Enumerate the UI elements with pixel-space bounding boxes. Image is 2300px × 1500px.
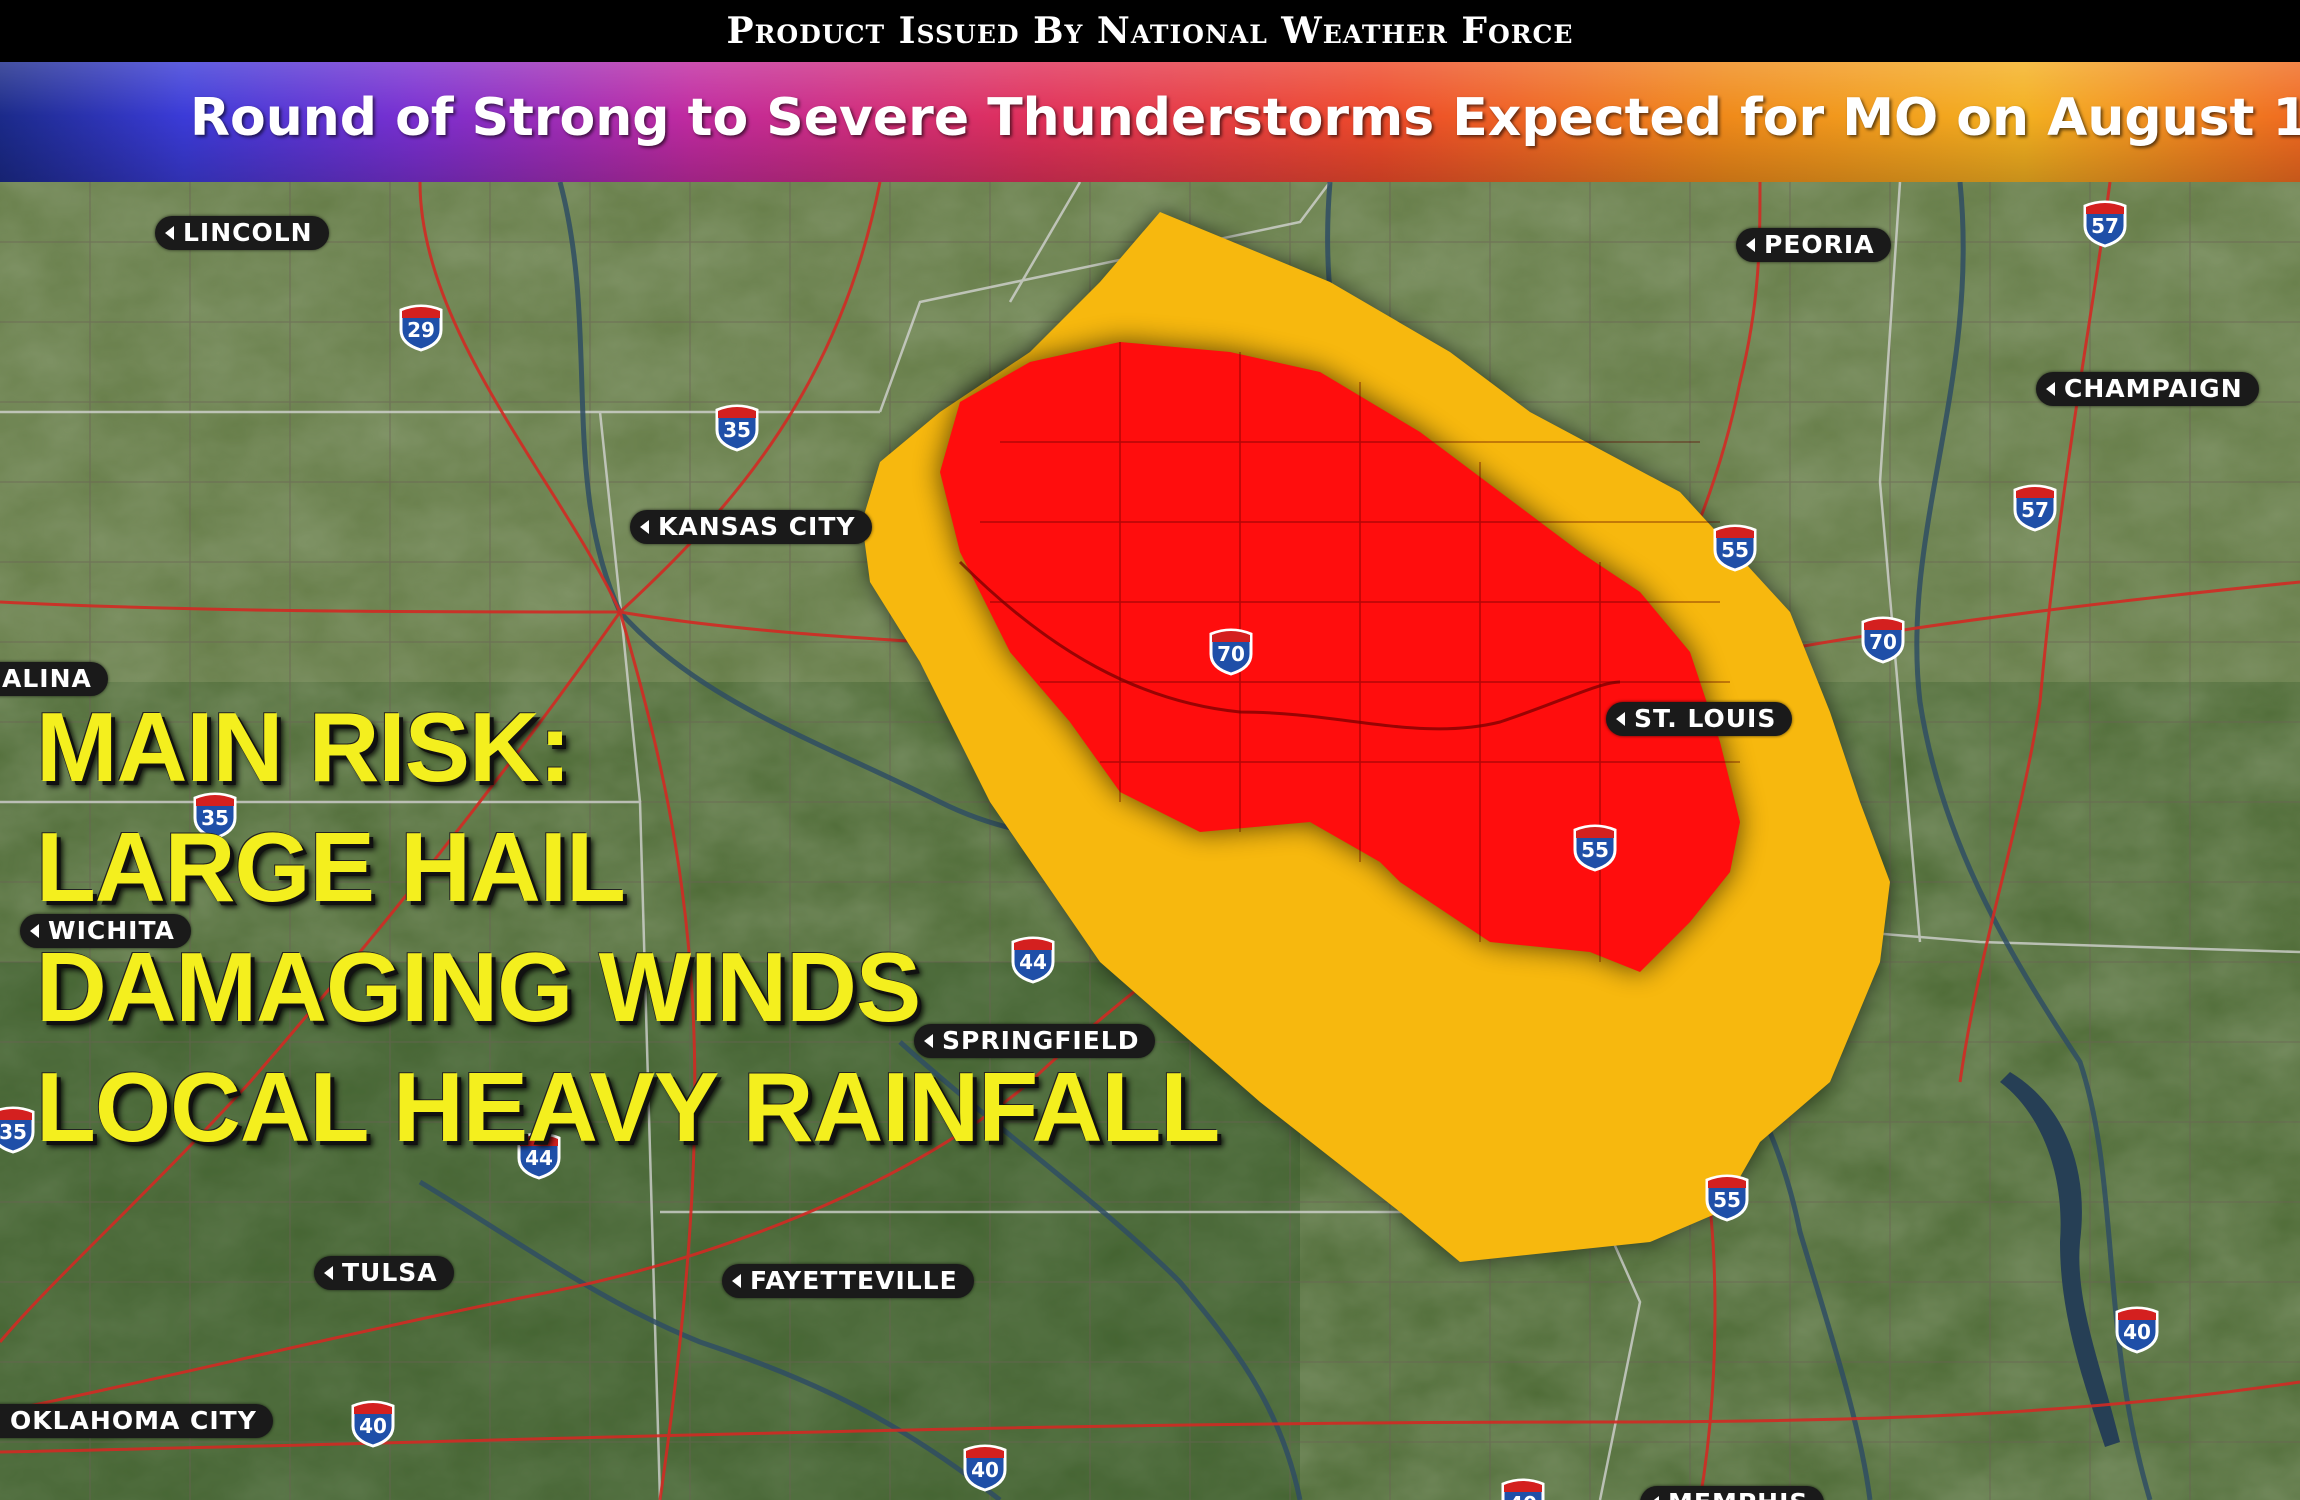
city-label-salina: ALINA (0, 662, 108, 696)
interstate-shield-55-north: 55 (1712, 524, 1758, 572)
pointer-icon (924, 1034, 933, 1048)
shield-icon (1011, 936, 1055, 984)
inner-risk-area (940, 342, 1740, 972)
city-label-fayetteville: FAYETTEVILLE (722, 1264, 974, 1298)
interstate-shield-55-south: 55 (1704, 1174, 1750, 1222)
city-label-tulsa: TULSA (314, 1256, 454, 1290)
lake (2000, 1072, 2120, 1447)
shield-icon (1501, 1478, 1545, 1500)
shield-icon (193, 792, 237, 840)
city-label-lincoln: LINCOLN (155, 216, 329, 250)
shield-icon (1573, 824, 1617, 872)
pointer-icon (1650, 1496, 1659, 1500)
pointer-icon (1746, 238, 1755, 252)
risk-areas (862, 212, 1890, 1262)
interstate-shield-40-west: 40 (350, 1400, 396, 1448)
interstate-shield-57-south: 57 (2012, 484, 2058, 532)
interstate-shield-57-north: 57 (2082, 200, 2128, 248)
shield-icon (2013, 484, 2057, 532)
weather-map: LINCOLN PEORIA CHAMPAIGN KANSAS CITY ALI… (0, 182, 2300, 1500)
city-label-wichita: WICHITA (20, 914, 191, 948)
pointer-icon (640, 520, 649, 534)
pointer-icon (324, 1266, 333, 1280)
city-label-peoria: PEORIA (1736, 228, 1891, 262)
pointer-icon (30, 924, 39, 938)
interstate-shield-55-stl: 55 (1572, 824, 1618, 872)
interstate-shield-40-south: 40 (962, 1444, 1008, 1492)
main-risk-heading: MAIN RISK: (36, 692, 571, 802)
title-banner: Round of Strong to Severe Thunderstorms … (0, 62, 2300, 182)
shield-icon (1861, 616, 1905, 664)
interstate-shield-35-west: 35 (192, 792, 238, 840)
city-label-oklahoma-city: OKLAHOMA CITY (0, 1404, 273, 1438)
pointer-icon (732, 1274, 741, 1288)
interstate-shield-40-east: 40 (2114, 1306, 2160, 1354)
interstate-shield-70-central: 70 (1208, 628, 1254, 676)
shield-icon (351, 1400, 395, 1448)
city-label-memphis: MEMPHIS (1640, 1486, 1825, 1500)
map-title: Round of Strong to Severe Thunderstorms … (190, 88, 2300, 148)
risk-item-large-hail: LARGE HAIL (36, 812, 626, 922)
pointer-icon (2046, 382, 2055, 396)
interstate-shield-44-west: 44 (516, 1132, 562, 1180)
interstate-shield-35: 35 (714, 404, 760, 452)
shield-icon (2083, 200, 2127, 248)
shield-icon (2115, 1306, 2159, 1354)
pointer-icon (165, 226, 174, 240)
shield-icon (399, 304, 443, 352)
interstate-shield-44: 44 (1010, 936, 1056, 984)
interstate-shield-35-edge: 35 (0, 1106, 36, 1154)
city-label-springfield: SPRINGFIELD (914, 1024, 1156, 1058)
shield-icon (517, 1132, 561, 1180)
interstate-shield-29: 29 (398, 304, 444, 352)
shield-icon (0, 1106, 35, 1154)
shield-icon (1705, 1174, 1749, 1222)
shield-icon (1209, 628, 1253, 676)
risk-item-damaging-winds: DAMAGING WINDS (36, 932, 921, 1042)
shield-icon (715, 404, 759, 452)
risk-county-lines (980, 342, 1740, 962)
interstate-shield-70-east: 70 (1860, 616, 1906, 664)
city-label-champaign: CHAMPAIGN (2036, 372, 2259, 406)
risk-item-local-heavy-rainfall: LOCAL HEAVY RAINFALL (36, 1052, 1220, 1162)
shield-icon (1713, 524, 1757, 572)
issuer-banner: Product Issued By National Weather Force (0, 0, 2300, 62)
shield-icon (963, 1444, 1007, 1492)
city-label-kansas-city: KANSAS CITY (630, 510, 872, 544)
interstate-shield-40-bottom: 40 (1500, 1478, 1546, 1500)
pointer-icon (1616, 712, 1625, 726)
issuer-text: Product Issued By National Weather Force (726, 10, 1574, 52)
city-label-st-louis: ST. LOUIS (1606, 702, 1793, 736)
